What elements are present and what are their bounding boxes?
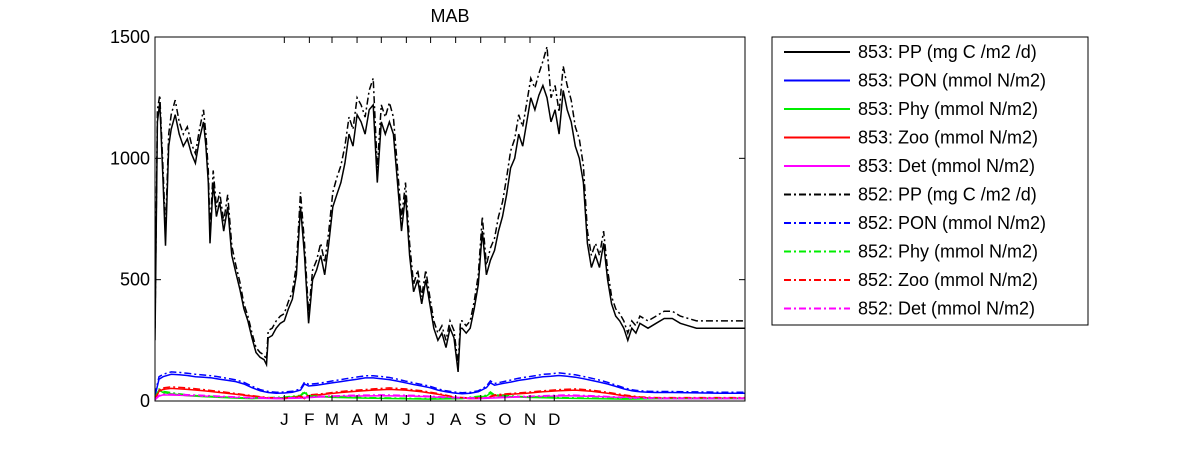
series-line-6 bbox=[155, 46, 745, 365]
legend: 853: PP (mg C /m2 /d) 853: PON (mmol N/m2… bbox=[771, 36, 1089, 326]
x-tick-label: N bbox=[524, 410, 536, 429]
x-tick-label: S bbox=[475, 410, 486, 429]
series-line-4 bbox=[155, 387, 745, 401]
legend-label: 852: Phy (mmol N/m2) bbox=[858, 242, 1038, 262]
y-tick-label: 0 bbox=[140, 391, 150, 411]
x-tick-label: M bbox=[374, 410, 388, 429]
legend-box bbox=[771, 36, 1089, 326]
legend-label: 852: PP (mg C /m2 /d) bbox=[858, 185, 1037, 205]
series-line-7 bbox=[155, 371, 745, 396]
y-axis: 0 500 1000 1500 bbox=[110, 27, 745, 411]
y-tick-label: 1500 bbox=[110, 27, 150, 47]
legend-label: 852: Zoo (mmol N/m2) bbox=[858, 270, 1038, 290]
x-tick-label: J bbox=[426, 410, 435, 429]
series-line-8 bbox=[155, 387, 745, 400]
x-tick-label: A bbox=[351, 410, 363, 429]
series-line-2 bbox=[155, 373, 745, 397]
x-tick-label: J bbox=[280, 410, 289, 429]
legend-label: 853: Zoo (mmol N/m2) bbox=[858, 128, 1038, 148]
series-line-9 bbox=[155, 386, 745, 400]
legend-label: 852: PON (mmol N/m2) bbox=[858, 213, 1046, 233]
x-tick-label: D bbox=[548, 410, 560, 429]
legend-label: 853: PON (mmol N/m2) bbox=[858, 71, 1046, 91]
legend-label: 853: Det (mmol N/m2) bbox=[858, 156, 1035, 176]
x-tick-label: O bbox=[498, 410, 511, 429]
y-tick-label: 500 bbox=[120, 270, 150, 290]
legend-label: 852: Det (mmol N/m2) bbox=[858, 299, 1035, 319]
x-tick-label: J bbox=[402, 410, 411, 429]
series-layer bbox=[155, 46, 745, 401]
series-line-10 bbox=[155, 393, 745, 401]
series-line-1 bbox=[155, 83, 745, 372]
x-tick-label: M bbox=[325, 410, 339, 429]
legend-label: 853: Phy (mmol N/m2) bbox=[858, 99, 1038, 119]
y-tick-label: 1000 bbox=[110, 148, 150, 168]
legend-label: 853: PP (mg C /m2 /d) bbox=[858, 42, 1037, 62]
x-tick-label: F bbox=[304, 410, 314, 429]
chart-title: MAB bbox=[430, 6, 469, 26]
plot-area-frame bbox=[154, 36, 746, 402]
x-tick-label: A bbox=[450, 410, 462, 429]
